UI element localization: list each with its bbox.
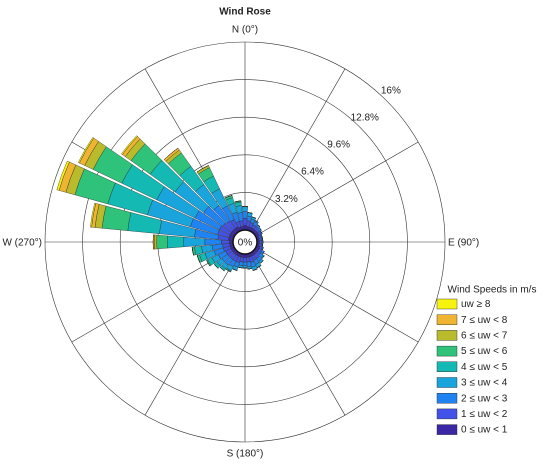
center-hole bbox=[232, 229, 258, 255]
petal-segment bbox=[154, 234, 158, 250]
direction-label: S (180°) bbox=[227, 449, 264, 460]
petal-segment bbox=[78, 137, 94, 164]
petal-segment bbox=[242, 211, 248, 219]
petal-segment bbox=[242, 218, 248, 226]
petal-segment bbox=[259, 227, 262, 231]
petal-segment bbox=[232, 268, 238, 271]
direction-label: N (0°) bbox=[232, 25, 258, 36]
petal-segment bbox=[183, 236, 206, 248]
petal-segment bbox=[255, 220, 259, 223]
r-tick-label: 16% bbox=[381, 86, 401, 97]
petal-segment bbox=[242, 265, 248, 269]
spoke bbox=[71, 247, 235, 343]
petal-segment bbox=[221, 239, 230, 245]
legend-label: uw ≥ 8 bbox=[461, 299, 491, 310]
r-tick-label: 9.6% bbox=[327, 140, 350, 151]
petal-segment bbox=[156, 234, 168, 250]
legend-swatch bbox=[436, 345, 458, 357]
legend-label: 3 ≤ uw < 4 bbox=[461, 378, 508, 389]
petal-segment bbox=[196, 165, 209, 173]
petal-segment bbox=[262, 247, 264, 250]
petal-segment bbox=[191, 247, 194, 256]
legend-label: 0 ≤ uw < 1 bbox=[461, 425, 508, 436]
spoke bbox=[255, 141, 419, 237]
petal-segment bbox=[242, 206, 248, 212]
petal-segment bbox=[242, 261, 248, 266]
legend-swatch bbox=[436, 298, 458, 310]
legend-label: 5 ≤ uw < 6 bbox=[461, 346, 508, 357]
r-tick-label: 12.8% bbox=[351, 113, 379, 124]
legend-label: 6 ≤ uw < 7 bbox=[461, 331, 508, 342]
direction-label: E (90°) bbox=[448, 238, 479, 249]
legend-swatch bbox=[436, 330, 458, 341]
spoke bbox=[250, 252, 346, 416]
grid-ring bbox=[82, 79, 408, 405]
legend-swatch bbox=[436, 314, 458, 325]
legend-swatch bbox=[436, 377, 458, 388]
petal-segment bbox=[238, 267, 243, 269]
center-label: 0% bbox=[238, 238, 253, 249]
legend-label: 1 ≤ uw < 2 bbox=[461, 409, 508, 420]
petal-segment bbox=[234, 200, 242, 203]
r-tick-label: 6.4% bbox=[301, 167, 324, 178]
legend-label: 2 ≤ uw < 3 bbox=[461, 393, 508, 404]
legend-swatch bbox=[436, 408, 458, 420]
petal-segment bbox=[243, 257, 247, 263]
petal-segment bbox=[259, 240, 262, 244]
petal-segment bbox=[167, 235, 185, 249]
spoke bbox=[255, 247, 419, 343]
petal-segment bbox=[197, 255, 201, 263]
r-tick-label: 3.2% bbox=[275, 194, 298, 205]
legend-swatch bbox=[436, 424, 458, 435]
petal-segment bbox=[121, 135, 138, 155]
petal-segment bbox=[226, 269, 231, 273]
petal-segment bbox=[251, 216, 256, 219]
petal-segment bbox=[204, 238, 222, 246]
petal-segment bbox=[101, 205, 132, 231]
petal-segment bbox=[257, 224, 261, 227]
legend-swatch bbox=[436, 361, 458, 372]
spoke bbox=[250, 68, 346, 232]
petal-segment bbox=[214, 263, 219, 269]
grid-ring bbox=[44, 41, 446, 443]
grid-ring bbox=[119, 116, 371, 368]
direction-label: W (270°) bbox=[2, 238, 42, 249]
legend-swatch bbox=[436, 393, 458, 404]
petal-segment bbox=[56, 160, 70, 191]
legend-label: 4 ≤ uw < 5 bbox=[461, 362, 508, 373]
legend-label: 7 ≤ uw < 8 bbox=[461, 315, 508, 326]
legend-title: Wind Speeds in m/s bbox=[448, 285, 537, 296]
petal-segment bbox=[90, 202, 96, 228]
spoke bbox=[144, 252, 240, 416]
petal-segment bbox=[261, 234, 263, 238]
chart-title: Wind Rose bbox=[219, 7, 271, 18]
